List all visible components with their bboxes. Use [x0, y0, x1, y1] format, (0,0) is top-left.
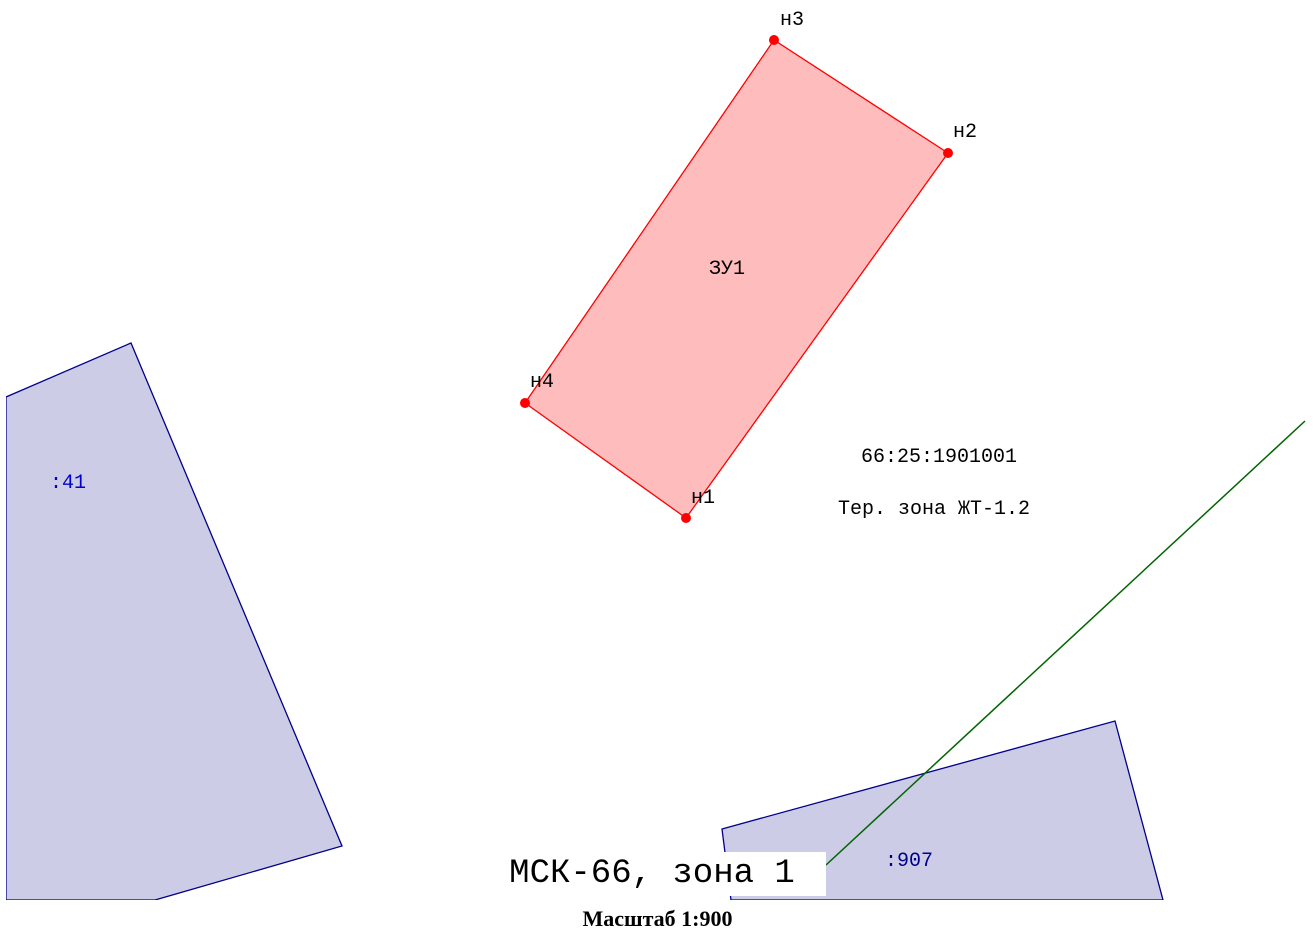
parcel-label: ЗУ1 [709, 258, 745, 281]
scale-label: Масштаб 1:900 [582, 906, 733, 931]
vertex-point-n4 [520, 398, 530, 408]
vertex-label-n4: н4 [530, 371, 554, 394]
vertex-point-n3 [769, 35, 779, 45]
vertex-label-n1: н1 [691, 487, 715, 510]
cadastral-quarter-number: 66:25:1901001 [861, 446, 1017, 469]
vertex-label-n3: н3 [780, 9, 804, 32]
zone-boundary-line [825, 420, 1306, 866]
neighbor-label-907: :907 [885, 850, 933, 873]
neighbor-label-41: :41 [50, 472, 86, 495]
vertex-label-n2: н2 [953, 121, 977, 144]
territorial-zone-label: Тер. зона ЖТ-1.2 [838, 498, 1030, 521]
neighbor-parcel-41 [6, 342, 343, 900]
coordinate-system-label: МСК-66, зона 1 [478, 852, 826, 896]
vertex-point-n2 [943, 148, 953, 158]
vertex-point-n1 [681, 513, 691, 523]
